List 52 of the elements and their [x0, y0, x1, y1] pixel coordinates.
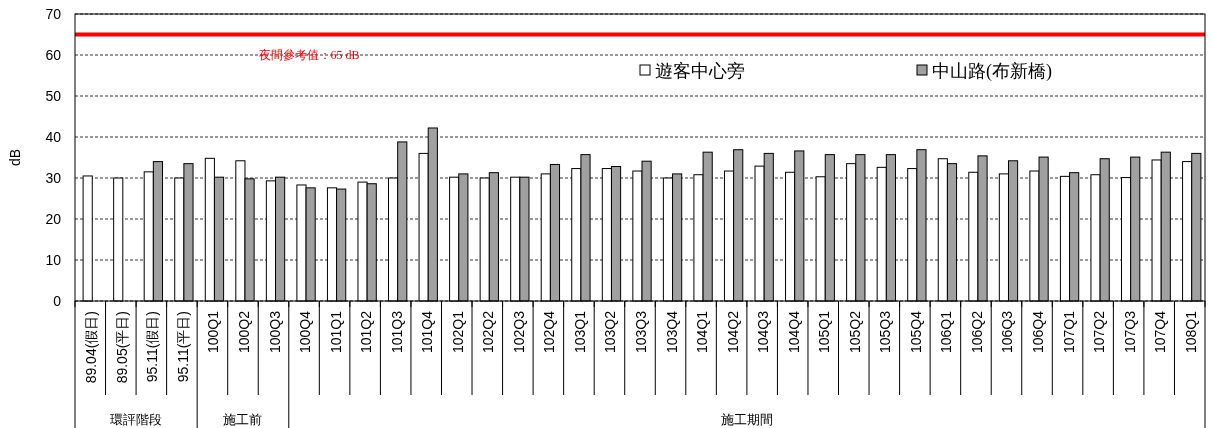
x-tick-label: 106Q3: [999, 310, 1016, 354]
y-tick-label: 20: [45, 211, 62, 227]
x-tick-label: 104Q1: [694, 310, 711, 354]
x-tick-label: 89.04(假日): [83, 311, 100, 384]
legend-label: 遊客中心旁: [655, 61, 745, 81]
x-tick-label: 106Q4: [1030, 310, 1047, 354]
y-tick-label: 60: [45, 47, 62, 63]
x-tick-label: 108Q1: [1182, 310, 1199, 354]
x-tick-label: 105Q2: [846, 310, 863, 354]
x-tick-label: 103Q2: [602, 310, 619, 354]
x-tick-label: 95.11(平日): [174, 311, 191, 383]
x-tick-label: 89.05(平日): [113, 311, 130, 384]
x-tick-label: 104Q3: [755, 310, 772, 354]
x-tick-label: 101Q2: [358, 310, 375, 354]
x-tick-label: 101Q3: [388, 310, 405, 354]
x-tick-label: 107Q3: [1121, 310, 1138, 354]
y-tick-label: 30: [45, 170, 62, 186]
x-tick-label: 105Q3: [877, 310, 894, 354]
x-tick-label: 101Q4: [419, 310, 436, 354]
x-tick-label: 106Q1: [938, 310, 955, 354]
x-tick-label: 104Q4: [785, 310, 802, 354]
x-tick-label: 95.11(假日): [144, 311, 161, 383]
x-tick-label: 105Q4: [907, 310, 924, 354]
x-tick-label: 105Q1: [816, 310, 833, 354]
text: 施工期間: [720, 412, 773, 427]
x-tick-label: 103Q3: [633, 310, 649, 354]
x-tick-label: 100Q2: [235, 310, 252, 354]
y-tick-label: 50: [45, 88, 62, 104]
x-tick-label: 107Q2: [1091, 310, 1108, 354]
legend-label: 中山路(布新橋): [932, 61, 1052, 82]
x-tick-label: 104Q2: [724, 310, 741, 354]
y-axis-title: dB: [7, 148, 23, 167]
x-tick-label: 100Q1: [205, 310, 222, 354]
x-tick-label: 107Q1: [1060, 310, 1077, 354]
ref-line-label: 夜間參考值：65 dB: [258, 47, 360, 62]
x-tick-label: 103Q1: [571, 310, 588, 354]
x-tick-label: 102Q3: [510, 310, 527, 354]
x-tick-label: 102Q4: [541, 310, 558, 354]
x-tick-label: 102Q2: [480, 310, 497, 354]
y-tick-label: 0: [53, 293, 62, 309]
x-tick-label: 107Q4: [1152, 310, 1169, 354]
x-tick-label: 106Q2: [968, 310, 985, 354]
x-tick-label: 101Q1: [327, 310, 344, 354]
text: 環評階段: [110, 412, 163, 427]
y-tick-label: 10: [45, 252, 62, 268]
x-tick-label: 100Q4: [297, 310, 314, 354]
y-tick-label: 40: [45, 129, 62, 145]
text: 施工前: [223, 412, 263, 427]
x-tick-label: 103Q4: [663, 310, 680, 354]
y-tick-label: 70: [45, 6, 62, 22]
x-tick-label: 100Q3: [266, 310, 283, 354]
x-tick-label: 102Q1: [449, 310, 466, 354]
